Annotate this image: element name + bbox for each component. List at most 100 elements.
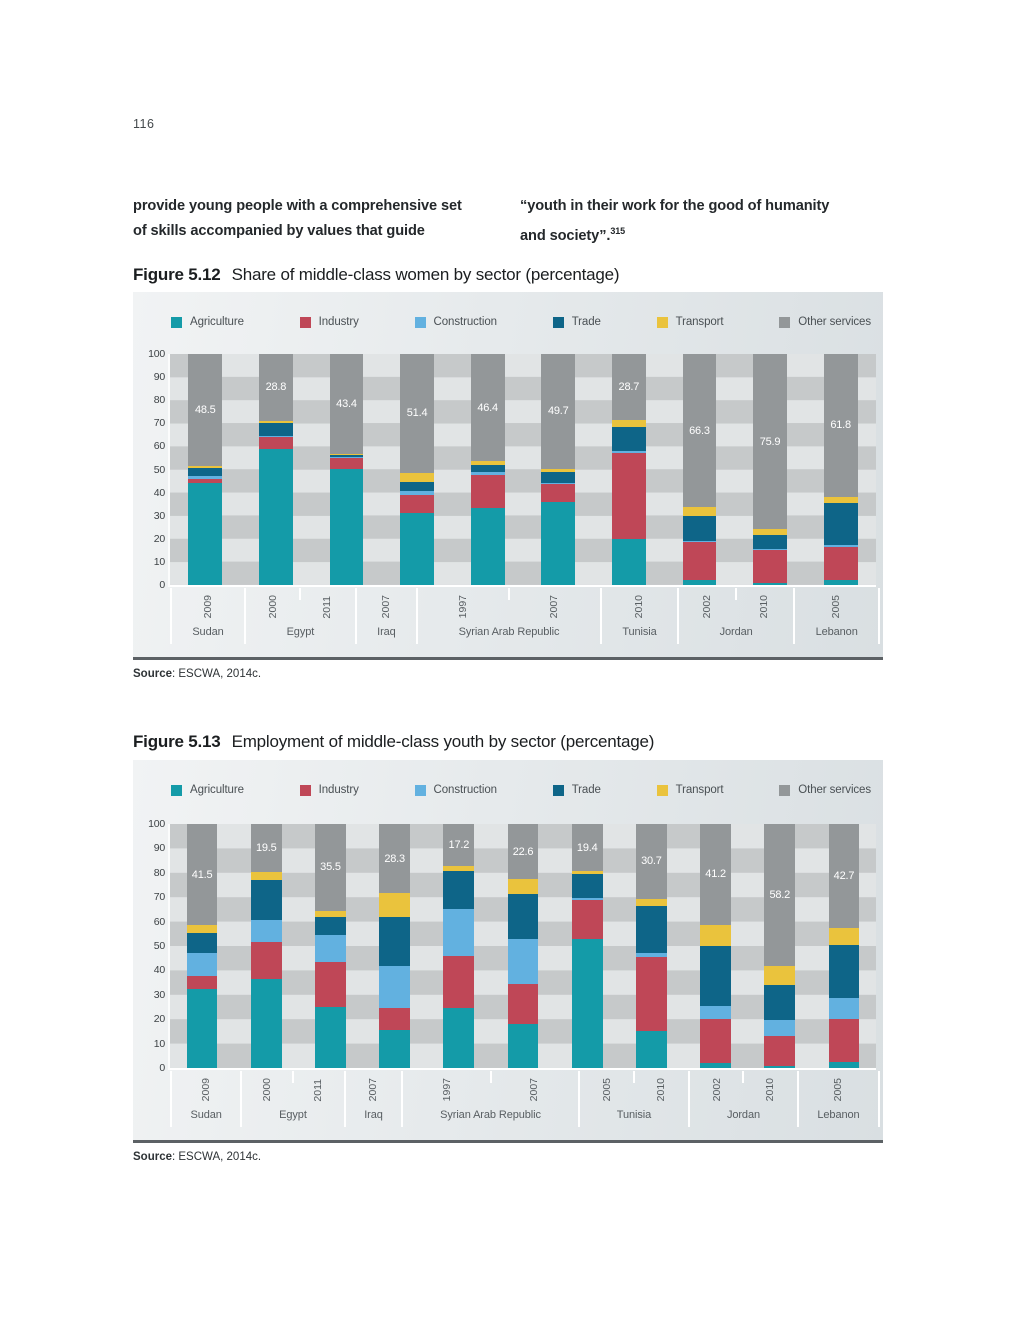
chart-legend: Agriculture Industry Construction Trade Tran…	[171, 316, 871, 328]
country-label: Egypt	[279, 1109, 307, 1121]
year-row: 2009	[172, 588, 244, 626]
legend-item-agriculture: Agriculture	[171, 316, 244, 328]
legend-swatch-icon	[779, 316, 791, 328]
bar-segment-trade	[636, 905, 667, 954]
figure-513-chart-panel: Agriculture Industry Construction Trade Tran…	[133, 760, 883, 1143]
bar-segment-agriculture	[258, 448, 293, 585]
bar-value-label: 46.4	[477, 401, 498, 414]
paragraph-line: of skills accompanied by values that gui…	[133, 223, 425, 239]
figure-513-source: Source: ESCWA, 2014c.	[133, 1151, 262, 1163]
legend-label: Transport	[675, 316, 724, 328]
bar-segment-other-services: 19.4	[571, 824, 603, 872]
bar-segment-other-services: 22.6	[507, 824, 539, 880]
stacked-bar: 51.4	[400, 354, 434, 585]
year-label: 2011	[321, 595, 334, 619]
bar-value-label: 19.4	[576, 841, 598, 854]
year-row: 2002 2010	[679, 588, 793, 626]
bar-segment-industry	[186, 976, 218, 989]
y-tick-label: 60	[153, 440, 165, 453]
bar-segment-construction	[764, 1020, 796, 1037]
legend-swatch-icon	[414, 316, 426, 328]
bar-segment-other-services: 46.4	[470, 354, 505, 462]
country-label: Jordan	[719, 626, 753, 638]
bar-segment-construction	[507, 938, 539, 984]
bar-segment-agriculture	[700, 1063, 731, 1068]
legend-label: Trade	[571, 316, 601, 328]
bar-segment-transport	[823, 496, 858, 503]
bar-slot: 46.4	[452, 354, 523, 585]
bar-slot: 28.7	[594, 354, 665, 585]
bar-segment-industry	[571, 899, 603, 939]
legend-label: Other services	[798, 784, 871, 796]
bar-slots: 48.5 28.8 43.4 51.4 46.4 49.7 28.7 66.3 75.9 61.8	[170, 354, 876, 585]
y-tick-label: 70	[153, 891, 165, 904]
year-label: 1997	[457, 595, 470, 619]
bar-segment-other-services: 51.4	[400, 354, 434, 473]
bar-segment-transport	[379, 893, 411, 917]
stacked-bar: 41.5	[186, 824, 218, 1068]
country-group: 2009 Sudan	[172, 588, 244, 644]
bar-segment-industry	[764, 1036, 796, 1066]
bar-slot: 75.9	[735, 354, 806, 585]
bar-value-label: 41.2	[705, 868, 726, 881]
bar-segment-trade	[258, 422, 293, 436]
legend-swatch-icon	[656, 784, 668, 796]
bar-value-label: 51.4	[406, 407, 428, 420]
bar-value-label: 28.8	[265, 381, 287, 394]
bar-slot: 28.8	[241, 354, 312, 585]
stacked-bar: 43.4	[329, 354, 364, 585]
year-tick: 2010	[632, 1071, 688, 1109]
country-label: Sudan	[190, 1109, 222, 1121]
bar-segment-other-services: 48.5	[188, 354, 223, 467]
bar-segment-industry	[682, 542, 717, 581]
country-label: Syrian Arab Republic	[440, 1109, 541, 1121]
stacked-bar: 22.6	[507, 824, 539, 1068]
bar-segment-trade	[541, 472, 576, 483]
bar-segment-construction	[258, 435, 293, 438]
page-number: 116	[133, 117, 155, 131]
bar-segment-industry	[611, 453, 646, 539]
figure-513-label: Figure 5.13	[133, 732, 221, 751]
y-tick-label: 10	[153, 1037, 165, 1050]
bar-segment-transport	[258, 420, 293, 423]
country-group: 2005 Lebanon	[796, 1071, 878, 1127]
bar-value-label: 30.7	[641, 855, 662, 868]
year-row: 2005 2010	[580, 1071, 688, 1109]
year-tick: 1997	[403, 1071, 490, 1109]
figure-512-source: Source: ESCWA, 2014c.	[133, 668, 262, 680]
legend-swatch-icon	[171, 316, 182, 328]
y-tick-label: 50	[153, 940, 165, 952]
year-tick: 2009	[172, 588, 244, 626]
bar-segment-industry	[541, 484, 576, 502]
legend-swatch-icon	[779, 784, 791, 796]
year-label: 2005	[600, 1078, 613, 1102]
stacked-bar: 66.3	[682, 354, 717, 585]
bar-segment-agriculture	[764, 1065, 796, 1068]
stacked-bar: 75.9	[753, 354, 787, 585]
bar-segment-other-services: 58.2	[764, 824, 796, 966]
y-tick-label: 20	[153, 1013, 165, 1026]
y-tick-label: 40	[153, 964, 165, 977]
country-group: 1997 2007 Syrian Arab Republic	[401, 1071, 578, 1127]
bar-segment-trade	[315, 916, 346, 935]
y-tick-label: 80	[153, 394, 165, 407]
year-label: 2011	[312, 1078, 325, 1102]
bar-segment-trade	[470, 464, 505, 472]
country-group: 2007 Iraq	[343, 1071, 401, 1127]
bar-segment-trade	[700, 945, 731, 1006]
y-axis-labels: 0 10 20 30 40 50 60 70 80 90 100	[137, 348, 165, 591]
bar-value-label: 42.7	[833, 870, 855, 883]
bar-segment-agriculture	[188, 483, 223, 585]
country-group: 2005 Lebanon	[793, 588, 878, 644]
year-label: 2007	[367, 1078, 380, 1102]
paragraph-line: “youth in their work for the good of hum…	[520, 198, 830, 214]
stacked-bar: 30.7	[636, 824, 667, 1068]
figure-512-title: Figure 5.12 Share of middle-class women b…	[133, 265, 620, 284]
bar-segment-construction	[400, 491, 434, 495]
legend-swatch-icon	[299, 316, 311, 328]
y-tick-label: 30	[153, 988, 165, 1001]
bar-segment-agriculture	[470, 507, 505, 585]
bar-segment-construction	[682, 540, 717, 543]
bar-segment-trade	[828, 944, 860, 999]
country-label: Lebanon	[815, 626, 858, 638]
